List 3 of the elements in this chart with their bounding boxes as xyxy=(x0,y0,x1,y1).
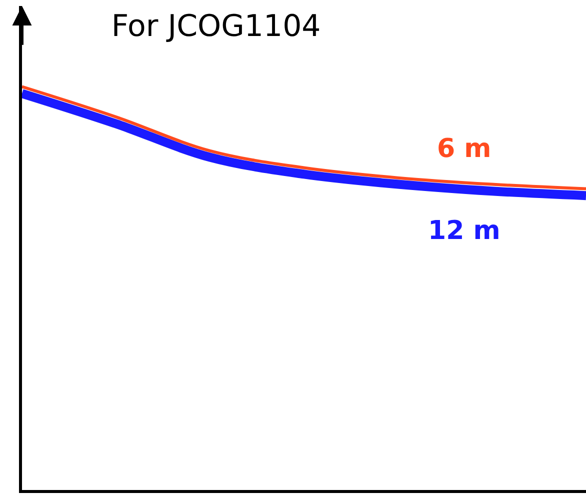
series-label: 12 m xyxy=(428,216,500,246)
chart-title: For JCOG1104 xyxy=(111,8,321,44)
series-label: 6 m xyxy=(437,134,492,164)
